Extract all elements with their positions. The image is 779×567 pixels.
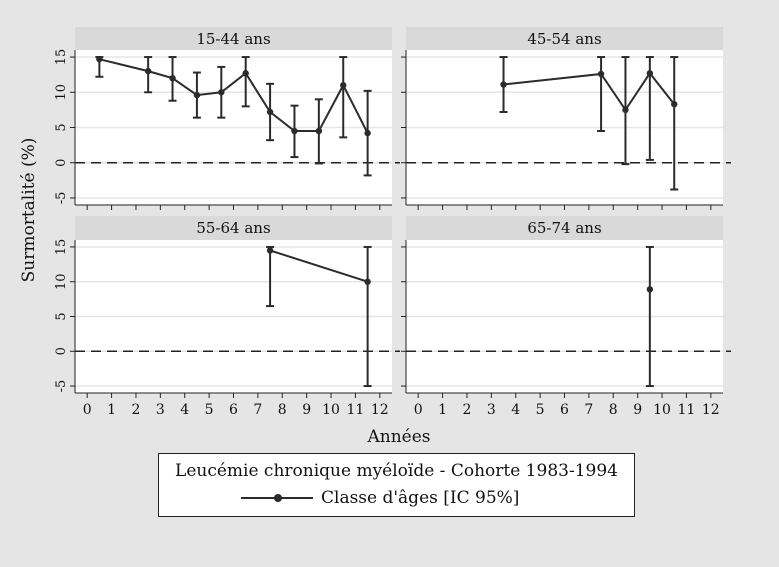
panel-strip [75, 27, 392, 50]
x-tick-label: 10 [322, 402, 340, 418]
data-point [144, 67, 152, 75]
x-tick-label: 11 [347, 402, 365, 418]
data-point [291, 127, 298, 135]
legend: Leucémie chronique myéloïde - Cohorte 19… [158, 453, 635, 517]
x-tick-label: 4 [511, 402, 520, 418]
x-tick-label: 2 [132, 402, 141, 418]
x-tick-label: 3 [156, 402, 165, 418]
y-tick-label: -5 [54, 192, 69, 205]
y-tick-label: 5 [54, 312, 69, 320]
data-point [340, 82, 347, 89]
data-point [622, 106, 629, 114]
x-tick-label: 6 [229, 402, 238, 418]
y-tick-label: 10 [54, 273, 69, 290]
panel-strip [75, 216, 392, 240]
data-point [266, 247, 274, 254]
x-tick-label: 8 [278, 402, 287, 418]
panel-title: 55-64 ans [196, 219, 270, 237]
panel-title: 65-74 ans [527, 219, 601, 237]
legend-title: Leucémie chronique myéloïde - Cohorte 19… [175, 461, 618, 481]
y-tick-label: 10 [54, 84, 69, 101]
legend-series-label: Classe d'âges [IC 95%] [321, 488, 520, 508]
x-tick-label: 8 [609, 402, 618, 418]
data-point [364, 129, 371, 137]
x-tick-label: 10 [653, 402, 671, 418]
panel-45-54-ans: 45-54 ans [401, 27, 731, 210]
data-point [500, 81, 507, 88]
x-tick-label: 7 [584, 402, 593, 418]
y-tick-label: 15 [54, 239, 69, 256]
y-axis-title: Surmortalité (%) [19, 138, 39, 283]
x-tick-label: 7 [253, 402, 262, 418]
x-tick-label: 0 [83, 402, 92, 418]
data-point [315, 127, 323, 135]
panel-title: 45-54 ans [527, 30, 601, 48]
panel-15-44-ans: 15-44 ans -5 0 5 10 15 [54, 27, 400, 210]
panel-strip [406, 216, 723, 240]
x-axis-title: Années [366, 427, 430, 447]
data-point [646, 70, 654, 77]
legend-series-marker-icon [239, 488, 315, 508]
x-tick-label: 9 [302, 402, 311, 418]
y-tick-label: 15 [54, 49, 69, 66]
x-tick-label: 3 [487, 402, 496, 418]
y-tick-label: 5 [54, 123, 69, 131]
data-point [96, 55, 103, 63]
data-point [671, 101, 678, 108]
series-line [269, 249, 368, 283]
x-tick-label: 5 [536, 402, 545, 418]
y-tick-label: 0 [54, 347, 69, 355]
data-point [218, 89, 225, 96]
x-tick-label: 11 [678, 402, 696, 418]
x-tick-label: 1 [438, 402, 447, 418]
x-tick-label: 2 [463, 402, 472, 418]
x-tick-label: 12 [371, 402, 389, 418]
panel-strip [406, 27, 723, 50]
panel-title: 15-44 ans [196, 30, 270, 48]
legend-item: Classe d'âges [IC 95%] [239, 487, 519, 509]
x-tick-label: 5 [205, 402, 214, 418]
data-point [266, 108, 274, 116]
data-point [597, 70, 605, 78]
y-tick-label: -5 [54, 380, 69, 393]
data-point [646, 286, 654, 293]
x-tick-label: 0 [414, 402, 423, 418]
x-tick-label: 12 [702, 402, 720, 418]
data-point [169, 74, 176, 82]
data-point [193, 91, 201, 99]
x-tick-label: 6 [560, 402, 569, 418]
x-tick-label: 1 [107, 402, 116, 418]
x-tick-label: 4 [180, 402, 189, 418]
x-tick-label: 9 [633, 402, 642, 418]
y-tick-label: 0 [54, 159, 69, 167]
data-point [364, 278, 371, 285]
data-point [242, 70, 249, 77]
